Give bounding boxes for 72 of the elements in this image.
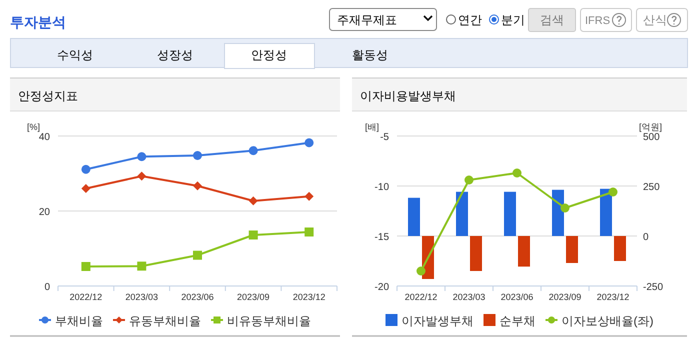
bar: [408, 198, 420, 236]
point: [137, 172, 146, 181]
y2-tick-label: 250: [643, 182, 660, 193]
y-axis-title: [%]: [26, 122, 40, 132]
y-tick-label: -15: [374, 232, 390, 243]
bar: [600, 188, 612, 236]
y-tick-label: -10: [374, 182, 390, 193]
text: IFRS: [585, 15, 610, 27]
point: [137, 152, 146, 162]
x-tick-label: 2023/09: [237, 292, 270, 302]
point: [608, 188, 618, 196]
point: [304, 138, 314, 148]
y-tick-label: -5: [380, 132, 390, 143]
bar: [518, 236, 530, 267]
x-tick-label: 2023/12: [596, 292, 630, 302]
point: [81, 184, 90, 193]
legend-label: 유동부채비율: [129, 314, 201, 328]
y-tick-label: 20: [38, 207, 50, 218]
legend-label: 부채비율: [55, 314, 103, 328]
bar: [614, 236, 626, 261]
x-tick-label: 2023/03: [125, 292, 158, 302]
point: [512, 168, 522, 178]
chart-title: 안정성지표: [18, 89, 78, 103]
text: 활동성: [352, 48, 388, 62]
y2-tick-label: -250: [643, 282, 664, 293]
text: 수익성: [57, 48, 93, 62]
point: [304, 192, 314, 201]
legend-label: 이자발생부채: [402, 314, 474, 328]
text: 성장성: [157, 48, 193, 62]
point: [560, 204, 570, 212]
point: [193, 181, 202, 190]
point: [193, 151, 202, 160]
text: 분기: [501, 13, 525, 27]
y-tick-label: -20: [374, 282, 390, 293]
y-tick-label: 0: [44, 282, 50, 293]
legend-label: 비유동부채비율: [227, 314, 311, 328]
x-tick-label: 2022/12: [70, 292, 102, 302]
x-tick-label: 2023/12: [292, 292, 326, 302]
bar: [504, 192, 516, 236]
bar: [456, 192, 468, 236]
y-axis-title: [배]: [364, 122, 379, 132]
point: [304, 228, 314, 236]
bar: [566, 236, 578, 263]
y2-tick-label: 500: [643, 132, 660, 143]
bar: [552, 190, 564, 236]
text: 투자분석: [10, 14, 66, 30]
point: [137, 262, 146, 271]
text: 산식: [643, 13, 667, 27]
y-tick-label: 40: [38, 132, 50, 143]
point: [416, 266, 426, 276]
x-tick-label: 2023/06: [500, 292, 534, 302]
point: [81, 164, 90, 174]
legend-label: 순부채: [500, 314, 536, 328]
y2-axis-title: [억원]: [639, 122, 662, 132]
text: 연간: [458, 13, 482, 27]
point: [193, 250, 202, 260]
point: [464, 176, 474, 184]
x-tick-label: 2023/03: [452, 292, 486, 302]
chart-title: 이자비용발생부채: [360, 89, 456, 103]
x-tick-label: 2023/06: [181, 292, 214, 302]
x-tick-label: 2023/09: [548, 292, 582, 302]
x-tick-label: 2022/12: [404, 292, 438, 302]
text: 안정성: [251, 48, 287, 62]
legend-label: 이자보상배율(좌): [562, 314, 654, 328]
text: 검색: [540, 13, 564, 27]
bar: [470, 236, 482, 271]
point: [248, 146, 258, 156]
point: [248, 196, 258, 206]
text: 주재무제표: [337, 13, 397, 27]
y2-tick-label: 0: [643, 232, 649, 243]
point: [81, 262, 90, 271]
point: [248, 230, 258, 240]
